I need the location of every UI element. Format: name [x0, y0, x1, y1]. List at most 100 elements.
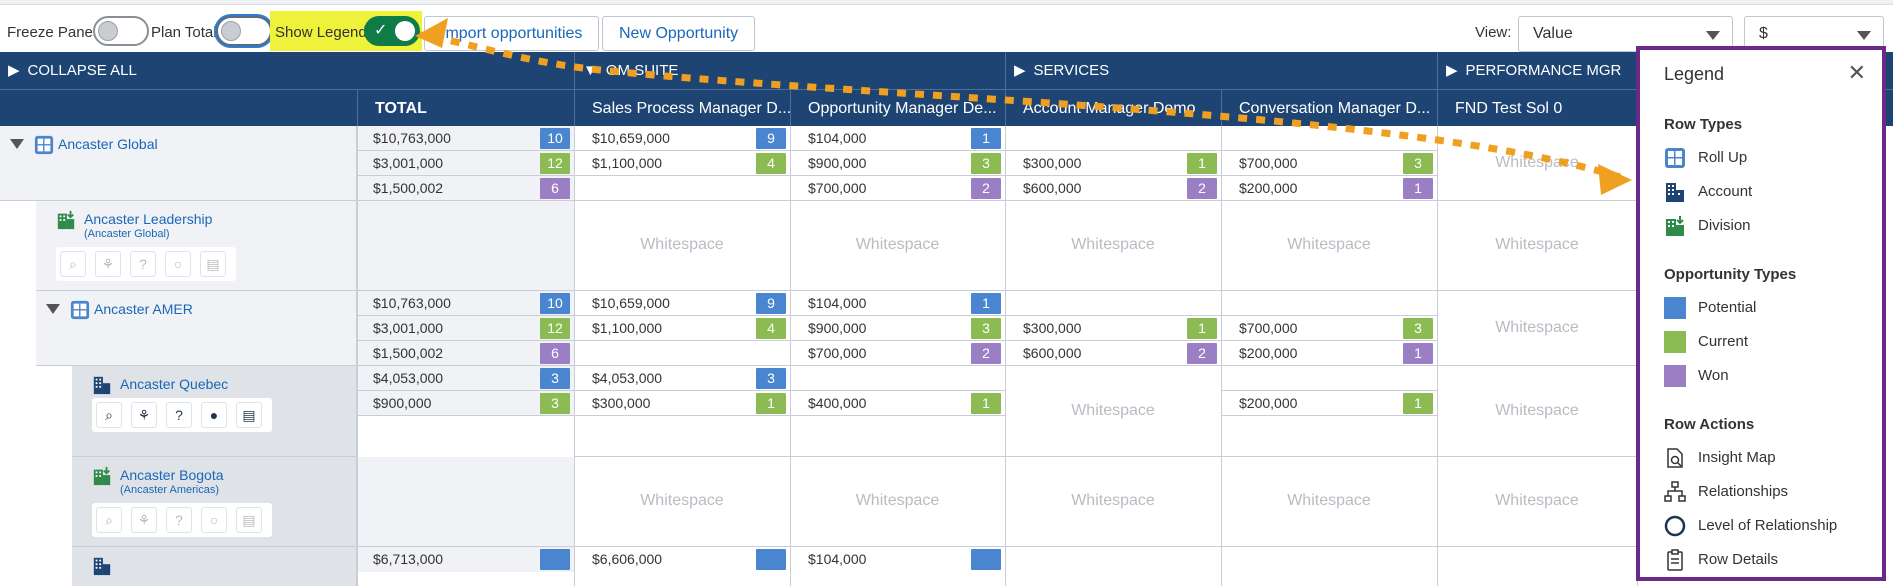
count-badge[interactable]: 1 [1187, 318, 1217, 339]
whitespace-cell[interactable]: Whitespace [1287, 236, 1371, 253]
row-divider [574, 290, 1637, 291]
count-badge[interactable]: 4 [756, 318, 786, 339]
value-amount: $200,000 [1239, 180, 1298, 196]
new-opportunity-button[interactable]: New Opportunity [602, 16, 756, 51]
count-badge[interactable]: 10 [540, 293, 570, 314]
count-badge[interactable]: 3 [540, 368, 570, 389]
count-badge[interactable]: 9 [756, 128, 786, 149]
row-name-cell [72, 547, 357, 586]
count-badge[interactable]: 12 [540, 318, 570, 339]
count-badge[interactable]: 3 [971, 153, 1001, 174]
close-icon[interactable]: ✕ [1847, 60, 1866, 85]
show-legend-toggle[interactable]: ✓ [364, 16, 420, 46]
count-badge[interactable]: 1 [1187, 153, 1217, 174]
count-badge[interactable]: 1 [1403, 178, 1433, 199]
clipboard-icon[interactable]: ▤ [236, 402, 262, 428]
import-opportunities-button[interactable]: Import opportunities [424, 16, 600, 51]
count-badge[interactable]: 3 [756, 368, 786, 389]
collapse-all-button[interactable]: ▶ COLLAPSE ALL [0, 52, 575, 89]
column-header-total[interactable]: TOTAL [375, 100, 427, 117]
column-divider [1005, 366, 1006, 457]
division-icon [57, 210, 75, 230]
help-icon[interactable]: ? [166, 402, 192, 428]
group-header-services[interactable]: ▶ SERVICES [1006, 52, 1437, 89]
clipboard-icon[interactable]: ▤ [236, 507, 262, 533]
count-badge[interactable] [756, 549, 786, 570]
whitespace-cell[interactable]: Whitespace [1495, 492, 1579, 509]
expand-row-icon[interactable] [46, 304, 60, 314]
value-cell: $104,000 1 [790, 291, 1005, 316]
insight-map-icon[interactable]: ⌕ [96, 402, 122, 428]
column-divider [1005, 291, 1006, 366]
whitespace-cell[interactable]: Whitespace [1071, 492, 1155, 509]
count-badge[interactable]: 10 [540, 128, 570, 149]
count-badge[interactable]: 2 [971, 178, 1001, 199]
count-badge[interactable]: 6 [540, 343, 570, 364]
help-icon[interactable]: ? [166, 507, 192, 533]
top-strip [0, 0, 1893, 5]
row-actions-bar: ⌕ ⚘? ○ ▤ [56, 247, 236, 281]
value-cell [790, 366, 1005, 391]
count-badge[interactable]: 9 [756, 293, 786, 314]
count-badge[interactable]: 4 [756, 153, 786, 174]
count-badge[interactable]: 6 [540, 178, 570, 199]
count-badge[interactable]: 1 [1403, 343, 1433, 364]
circle-icon[interactable]: ● [201, 402, 227, 428]
count-badge[interactable]: 1 [971, 293, 1001, 314]
row-name-cell: Ancaster Global [0, 126, 357, 201]
whitespace-cell[interactable]: Whitespace [1495, 318, 1579, 336]
group-header-performance-mgr[interactable]: ▶ PERFORMANCE MGR [1438, 52, 1638, 89]
row-name-link[interactable]: Ancaster AMER [94, 301, 193, 317]
value-cell: $1,500,002 6 [357, 176, 574, 201]
value-cell [1221, 126, 1437, 151]
help-icon[interactable]: ? [130, 251, 156, 277]
whitespace-cell[interactable]: Whitespace [855, 492, 940, 509]
whitespace-cell[interactable]: Whitespace [1495, 236, 1579, 253]
column-header[interactable]: Opportunity Manager De... [808, 100, 997, 117]
count-badge[interactable] [540, 549, 570, 570]
count-badge[interactable]: 3 [540, 393, 570, 414]
relationships-icon[interactable]: ⚘ [131, 507, 157, 533]
count-badge[interactable] [971, 549, 1001, 570]
whitespace-cell[interactable]: Whitespace [1071, 401, 1155, 419]
row-name-link[interactable]: Ancaster Leadership [84, 211, 213, 227]
legend-row-types-title: Row Types [1664, 116, 1743, 133]
count-badge[interactable]: 1 [971, 393, 1001, 414]
freeze-panes-toggle[interactable] [93, 16, 149, 46]
count-badge[interactable]: 2 [1187, 343, 1217, 364]
plan-total-toggle[interactable] [216, 16, 272, 46]
whitespace-cell[interactable]: Whitespace [855, 236, 940, 253]
whitespace-cell[interactable]: Whitespace [640, 236, 724, 253]
count-badge[interactable]: 2 [1187, 178, 1217, 199]
count-badge[interactable]: 3 [1403, 318, 1433, 339]
row-name-link[interactable]: Ancaster Global [58, 136, 158, 152]
count-badge[interactable]: 1 [1403, 393, 1433, 414]
whitespace-cell[interactable]: Whitespace [1287, 492, 1371, 509]
column-header[interactable]: FND Test Sol 0 [1455, 100, 1563, 117]
circle-icon[interactable]: ○ [165, 251, 191, 277]
insight-map-icon[interactable]: ⌕ [60, 251, 86, 277]
circle-icon[interactable]: ○ [201, 507, 227, 533]
row-name-link[interactable]: Ancaster Bogota [120, 467, 224, 483]
count-badge[interactable]: 2 [971, 343, 1001, 364]
whitespace-cell[interactable]: Whitespace [640, 492, 724, 509]
whitespace-cell[interactable]: Whitespace [1071, 236, 1155, 253]
insight-map-icon[interactable]: ⌕ [96, 507, 122, 533]
count-badge[interactable]: 3 [971, 318, 1001, 339]
whitespace-cell[interactable]: Whitespace [1495, 401, 1579, 419]
relationships-icon[interactable]: ⚘ [131, 402, 157, 428]
column-header[interactable]: Conversation Manager D... [1239, 100, 1431, 117]
count-badge[interactable]: 1 [756, 393, 786, 414]
row-name-link[interactable]: Ancaster Quebec [120, 376, 229, 392]
column-divider [357, 291, 358, 366]
column-header[interactable]: Sales Process Manager D... [592, 100, 790, 117]
opportunity-grid: ▶ COLLAPSE ALL ▼ OM SUITE ▶ SERVICES ▶ PERFO… [0, 52, 1893, 586]
expand-row-icon[interactable] [10, 139, 24, 149]
count-badge[interactable]: 1 [971, 128, 1001, 149]
whitespace-cell[interactable]: Whitespace [1495, 153, 1579, 171]
count-badge[interactable]: 3 [1403, 153, 1433, 174]
count-badge[interactable]: 12 [540, 153, 570, 174]
value-cell: $900,000 3 [790, 316, 1005, 341]
relationships-icon[interactable]: ⚘ [95, 251, 121, 277]
clipboard-icon[interactable]: ▤ [200, 251, 226, 277]
